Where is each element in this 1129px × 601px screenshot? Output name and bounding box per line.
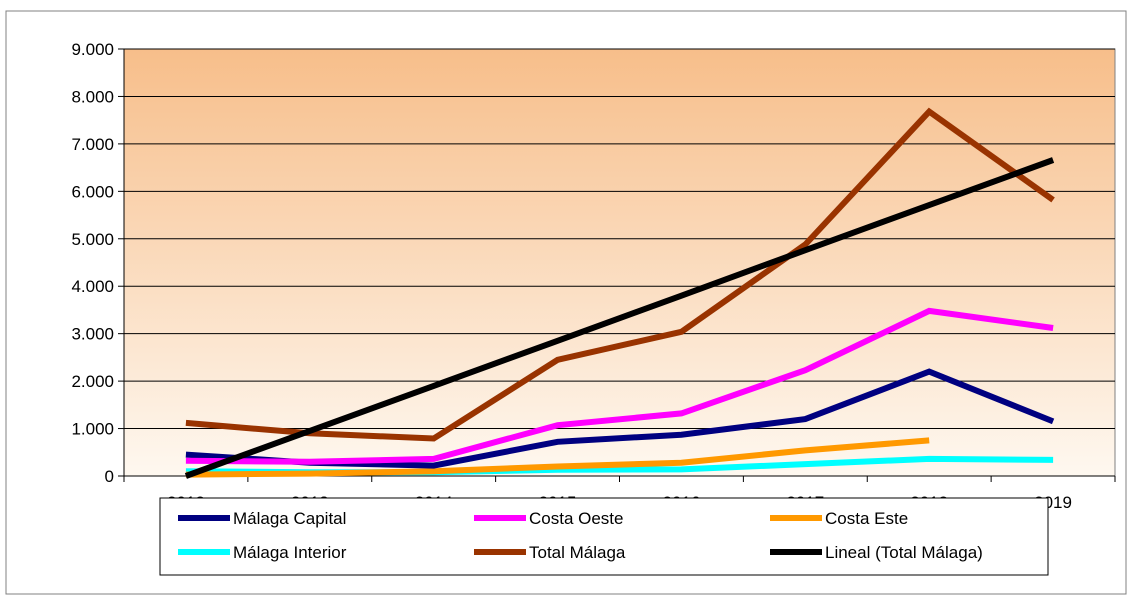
legend-label: Costa Este — [825, 509, 908, 528]
legend-label: Total Málaga — [529, 543, 626, 562]
y-tick-label: 1.000 — [71, 420, 114, 439]
legend-label: Lineal (Total Málaga) — [825, 543, 983, 562]
series-line-costa-este — [185, 437, 930, 478]
legend-item: Málaga Capital — [178, 509, 346, 528]
gridlines — [124, 48, 1115, 430]
series-line-costa-oeste — [185, 307, 1054, 465]
y-tick-label: 4.000 — [71, 277, 114, 296]
y-tick-label: 3.000 — [71, 325, 114, 344]
legend-item: Total Málaga — [474, 543, 626, 562]
y-tick-label: 2.000 — [71, 372, 114, 391]
legend-label: Málaga Interior — [233, 543, 347, 562]
y-tick-label: 5.000 — [71, 230, 114, 249]
y-tick-label: 9.000 — [71, 40, 114, 59]
legend-item: Costa Oeste — [474, 509, 624, 528]
series-line-total-m-laga — [185, 107, 1055, 442]
legend-item: Lineal (Total Málaga) — [770, 543, 983, 562]
legend-item: Costa Este — [770, 509, 908, 528]
y-tick-label: 7.000 — [71, 135, 114, 154]
legend-item: Málaga Interior — [178, 543, 347, 562]
y-tick-label: 8.000 — [71, 87, 114, 106]
y-tick-label: 0 — [105, 467, 114, 486]
series-line-lineal-total-m-laga — [184, 157, 1055, 479]
series-lines — [184, 107, 1055, 479]
legend-label: Málaga Capital — [233, 509, 346, 528]
legend-label: Costa Oeste — [529, 509, 624, 528]
y-tick-label: 6.000 — [71, 182, 114, 201]
plot-area — [123, 48, 1116, 477]
legend: Málaga Capital Costa Oeste Costa Este Málag… — [159, 497, 1049, 576]
legend-box — [159, 497, 1049, 576]
